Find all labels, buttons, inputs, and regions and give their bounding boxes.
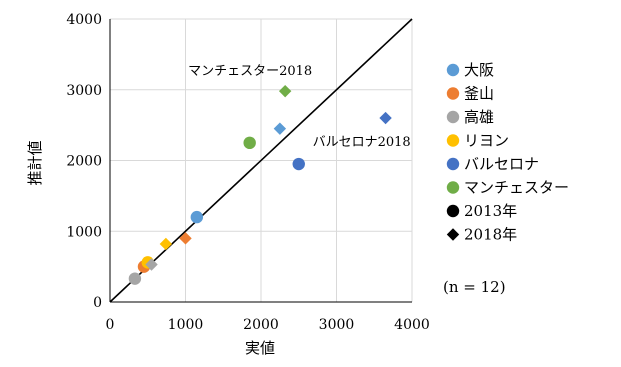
x-tick-label: 2000 — [243, 317, 279, 333]
y-tick-label: 3000 — [66, 83, 102, 99]
data-point — [145, 258, 158, 271]
sample-size-note: (n = 12) — [443, 278, 506, 296]
y-tick-label: 4000 — [66, 12, 102, 28]
x-axis-title: 実値 — [245, 339, 275, 357]
legend-marker — [446, 134, 460, 147]
y-tick-label: 1000 — [66, 224, 102, 240]
x-tick-label: 4000 — [394, 317, 430, 333]
legend-entry: 高雄 — [464, 108, 494, 126]
x-tick-label: 0 — [106, 317, 115, 333]
y-tick-label: 2000 — [66, 154, 102, 170]
data-annotation: マンチェスター2018 — [188, 64, 312, 79]
legend-entry: 2018年 — [464, 226, 517, 244]
legend-marker — [446, 87, 460, 100]
legend-marker — [446, 228, 460, 241]
legend-marker — [446, 181, 460, 194]
data-point — [179, 232, 192, 245]
data-point — [159, 237, 173, 251]
legend-entry: リヨン — [464, 132, 509, 150]
legend-entry: バルセロナ — [464, 155, 539, 173]
legend-entry: 大阪 — [464, 61, 494, 79]
y-tick-label: 0 — [93, 295, 102, 311]
data-point — [292, 157, 305, 171]
x-tick-label: 1000 — [168, 317, 204, 333]
data-point — [243, 136, 256, 150]
data-point — [128, 272, 142, 285]
y-axis-title: 推計値 — [26, 140, 44, 185]
data-point — [379, 111, 392, 125]
data-point — [273, 122, 287, 135]
legend-marker — [446, 157, 460, 171]
reference-line — [109, 18, 413, 303]
data-annotation: バルセロナ2018 — [313, 135, 411, 150]
data-point — [190, 210, 204, 224]
legend-entry: マンチェスター — [464, 179, 569, 197]
legend-marker — [446, 204, 460, 218]
legend-entry: 2013年 — [464, 202, 517, 220]
legend-entry: 釜山 — [464, 85, 494, 103]
data-point — [278, 84, 292, 98]
x-tick-label: 3000 — [319, 317, 355, 333]
legend-marker — [446, 110, 460, 124]
legend-marker — [446, 63, 460, 77]
